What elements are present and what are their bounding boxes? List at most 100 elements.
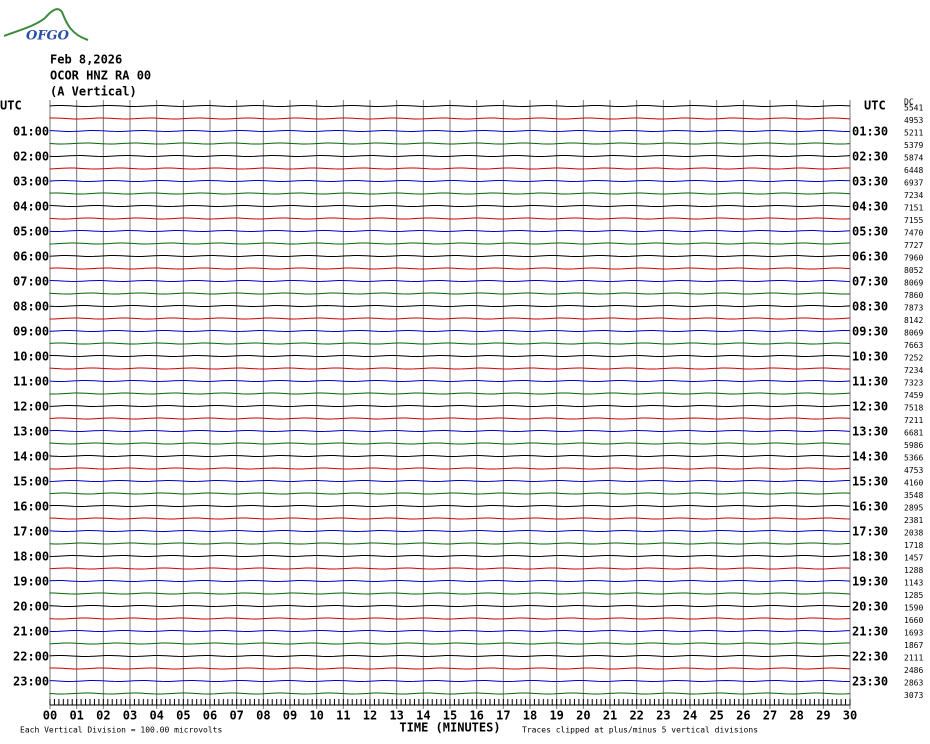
trace bbox=[49, 467, 851, 470]
dc-value: 3548 bbox=[904, 491, 923, 500]
dc-value: 1590 bbox=[904, 604, 923, 613]
dc-value: 7252 bbox=[904, 354, 923, 363]
right-time-label: 12:30 bbox=[852, 400, 888, 414]
dc-value: 7860 bbox=[904, 291, 923, 300]
station: OCOR HNZ RA 00 bbox=[50, 69, 151, 83]
trace bbox=[49, 642, 851, 645]
dc-value: 6937 bbox=[904, 179, 923, 188]
right-time-label: 19:30 bbox=[852, 575, 888, 589]
dc-value: 7518 bbox=[904, 404, 923, 413]
dc-value: 5379 bbox=[904, 141, 923, 150]
left-time-label: 15:00 bbox=[13, 475, 49, 489]
x-label: TIME (MINUTES) bbox=[399, 721, 500, 735]
logo: OFGO bbox=[26, 29, 70, 44]
dc-value: 2038 bbox=[904, 529, 923, 538]
trace bbox=[49, 142, 851, 145]
trace bbox=[49, 404, 851, 408]
x-tick-label: 10 bbox=[309, 709, 323, 723]
trace bbox=[49, 554, 851, 558]
left-time-label: 09:00 bbox=[13, 325, 49, 339]
x-tick-label: 03 bbox=[123, 709, 137, 723]
right-time-label: 23:30 bbox=[852, 675, 888, 689]
x-tick-label: 07 bbox=[229, 709, 243, 723]
trace bbox=[49, 267, 851, 270]
x-tick-label: 27 bbox=[763, 709, 777, 723]
trace bbox=[49, 154, 851, 158]
trace bbox=[49, 429, 851, 433]
trace bbox=[49, 579, 851, 583]
right-time-label: 03:30 bbox=[852, 175, 888, 189]
trace bbox=[49, 179, 851, 183]
dc-title: DC bbox=[904, 98, 914, 107]
trace bbox=[49, 542, 851, 545]
x-tick-label: 25 bbox=[709, 709, 723, 723]
dc-value: 1718 bbox=[904, 541, 923, 550]
x-tick-label: 06 bbox=[203, 709, 217, 723]
trace bbox=[49, 417, 851, 420]
left-time-label: 21:00 bbox=[13, 625, 49, 639]
dc-value: 7960 bbox=[904, 254, 923, 263]
trace bbox=[49, 692, 851, 695]
dc-value: 7151 bbox=[904, 204, 923, 213]
x-tick-label: 14 bbox=[416, 709, 430, 723]
x-tick-label: 15 bbox=[443, 709, 457, 723]
dc-value: 4160 bbox=[904, 479, 923, 488]
trace bbox=[49, 479, 851, 483]
dc-value: 1867 bbox=[904, 641, 923, 650]
dc-value: 4753 bbox=[904, 466, 923, 475]
dc-value: 2863 bbox=[904, 679, 923, 688]
trace bbox=[49, 292, 851, 295]
right-time-label: 14:30 bbox=[852, 450, 888, 464]
dc-value: 7155 bbox=[904, 216, 923, 225]
left-time-label: 17:00 bbox=[13, 525, 49, 539]
x-tick-label: 16 bbox=[469, 709, 483, 723]
left-title: UTC bbox=[0, 99, 22, 113]
dc-value: 1285 bbox=[904, 591, 923, 600]
x-tick-label: 23 bbox=[656, 709, 670, 723]
x-tick-label: 21 bbox=[603, 709, 617, 723]
x-tick-label: 13 bbox=[389, 709, 403, 723]
right-time-label: 06:30 bbox=[852, 250, 888, 264]
right-time-label: 07:30 bbox=[852, 275, 888, 289]
trace bbox=[49, 492, 851, 495]
dc-value: 5874 bbox=[904, 154, 923, 163]
left-time-label: 04:00 bbox=[13, 200, 49, 214]
trace bbox=[49, 592, 851, 595]
right-time-label: 17:30 bbox=[852, 525, 888, 539]
left-time-label: 14:00 bbox=[13, 450, 49, 464]
left-time-label: 13:00 bbox=[13, 425, 49, 439]
left-time-label: 11:00 bbox=[13, 375, 49, 389]
right-time-label: 11:30 bbox=[852, 375, 888, 389]
right-time-label: 21:30 bbox=[852, 625, 888, 639]
logo-curve bbox=[3, 8, 89, 41]
dc-value: 3073 bbox=[904, 691, 923, 700]
trace bbox=[49, 567, 851, 570]
trace bbox=[49, 279, 851, 283]
dc-value: 4953 bbox=[904, 116, 923, 125]
dc-value: 7459 bbox=[904, 391, 923, 400]
trace bbox=[49, 367, 851, 370]
trace bbox=[49, 517, 851, 520]
left-time-label: 06:00 bbox=[13, 250, 49, 264]
x-tick-label: 02 bbox=[96, 709, 110, 723]
x-tick-label: 29 bbox=[816, 709, 830, 723]
left-time-label: 16:00 bbox=[13, 500, 49, 514]
dc-value: 8069 bbox=[904, 279, 923, 288]
dc-value: 1693 bbox=[904, 629, 923, 638]
trace bbox=[49, 204, 851, 208]
right-time-label: 16:30 bbox=[852, 500, 888, 514]
trace bbox=[49, 342, 851, 345]
dc-value: 7873 bbox=[904, 304, 923, 313]
left-time-label: 23:00 bbox=[13, 675, 49, 689]
dc-value: 1288 bbox=[904, 566, 923, 575]
trace bbox=[49, 317, 851, 320]
trace bbox=[49, 617, 851, 620]
left-time-label: 20:00 bbox=[13, 600, 49, 614]
x-tick-label: 11 bbox=[336, 709, 350, 723]
x-tick-label: 19 bbox=[549, 709, 563, 723]
dc-value: 6448 bbox=[904, 166, 923, 175]
dc-value: 7234 bbox=[904, 191, 923, 200]
trace bbox=[49, 254, 851, 258]
trace bbox=[49, 679, 851, 683]
